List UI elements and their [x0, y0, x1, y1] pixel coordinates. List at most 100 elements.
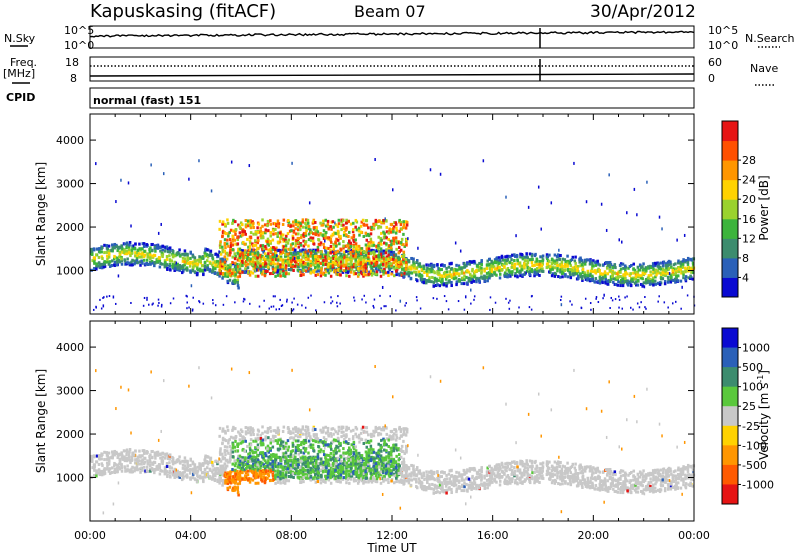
- power-cell: [480, 259, 483, 262]
- power-cell: [491, 270, 494, 273]
- power-cell: [108, 263, 111, 266]
- power-cell: [231, 222, 234, 225]
- power-cell: [168, 254, 171, 257]
- power-cell: [297, 224, 300, 227]
- cpid-strip: CPID normal (fast) 151: [6, 88, 694, 108]
- power-cell: [358, 234, 361, 237]
- power-cell: [549, 268, 552, 271]
- colorbar-segment: [722, 258, 738, 278]
- power-cell: [327, 236, 330, 239]
- power-cell: [126, 241, 129, 244]
- power-cell: [345, 226, 348, 229]
- velocity-cell: [229, 461, 232, 464]
- power-cell: [649, 270, 652, 273]
- power-noise: [611, 297, 613, 299]
- power-cell: [650, 274, 653, 277]
- power-cell: [510, 266, 513, 269]
- power-cell: [633, 263, 636, 266]
- beam-title: Beam 07: [354, 2, 426, 21]
- power-cell: [300, 244, 303, 247]
- power-cell: [498, 258, 501, 261]
- power-cell: [322, 234, 325, 237]
- power-noise: [636, 213, 638, 216]
- velocity-cell: [224, 468, 227, 471]
- velocity-cell: [219, 427, 222, 430]
- power-cell: [587, 274, 590, 277]
- power-cell: [365, 267, 368, 270]
- power-cell: [229, 254, 232, 257]
- velocity-cell: [252, 451, 255, 454]
- power-cell: [403, 223, 406, 226]
- power-cell: [334, 241, 337, 244]
- power-cell: [202, 273, 205, 276]
- power-cell: [198, 258, 201, 261]
- velocity-cell: [149, 460, 152, 463]
- velocity-cell: [250, 443, 253, 446]
- power-cell: [312, 232, 315, 235]
- power-cell: [332, 226, 335, 229]
- velocity-cell: [234, 440, 237, 443]
- power-cell: [360, 262, 363, 265]
- power-cell: [329, 248, 332, 251]
- velocity-cell: [149, 464, 152, 467]
- power-cell: [637, 266, 640, 269]
- power-cell: [368, 247, 371, 250]
- velocity-cell: [156, 453, 159, 456]
- power-noise: [528, 206, 530, 209]
- power-cell: [430, 270, 433, 273]
- velocity-cell: [244, 474, 247, 477]
- power-cell: [325, 231, 328, 234]
- power-cell: [183, 260, 186, 263]
- power-cell: [231, 272, 234, 275]
- power-cell: [566, 264, 569, 267]
- power-cell: [564, 258, 567, 261]
- power-cell: [218, 269, 221, 272]
- power-cell: [370, 270, 373, 273]
- power-cell: [308, 225, 311, 228]
- colorbar-segment: [722, 238, 738, 258]
- power-noise: [430, 168, 432, 171]
- power-noise: [282, 304, 284, 306]
- power-noise: [113, 295, 115, 298]
- power-cell: [266, 240, 269, 243]
- power-cell: [228, 269, 231, 272]
- power-noise: [146, 299, 148, 301]
- power-noise: [518, 306, 520, 308]
- velocity-cell: [138, 450, 141, 453]
- power-cell: [609, 264, 612, 267]
- power-cell: [652, 284, 655, 287]
- velocity-cell: [266, 477, 269, 480]
- velocity-cell: [227, 442, 230, 445]
- power-cell: [158, 257, 161, 260]
- velocity-cell: [252, 479, 255, 482]
- power-cell: [274, 263, 277, 266]
- power-cell: [525, 263, 528, 266]
- colorbar-segment: [722, 121, 738, 141]
- velocity-cell: [265, 469, 268, 472]
- power-cell: [631, 278, 634, 281]
- power-cell: [415, 273, 418, 276]
- power-cell: [347, 271, 350, 274]
- power-cell: [634, 282, 637, 285]
- power-cell: [267, 252, 270, 255]
- velocity-cell: [234, 427, 237, 430]
- power-cell: [125, 250, 128, 253]
- velocity-noise: [120, 386, 122, 389]
- power-cell: [458, 272, 461, 275]
- power-cell: [354, 226, 357, 229]
- power-cell: [521, 253, 524, 256]
- power-noise: [176, 261, 178, 264]
- power-cell: [257, 275, 260, 278]
- power-cell: [161, 263, 164, 266]
- power-noise: [644, 296, 646, 298]
- power-cell: [298, 246, 301, 249]
- power-cell: [318, 265, 321, 268]
- power-noise: [130, 302, 132, 304]
- power-cell: [310, 268, 313, 271]
- power-cell: [307, 222, 310, 225]
- velocity-cell: [239, 438, 242, 441]
- power-cell: [342, 240, 345, 243]
- power-cell: [299, 259, 302, 262]
- colorbar-tick-label: 16: [742, 213, 756, 226]
